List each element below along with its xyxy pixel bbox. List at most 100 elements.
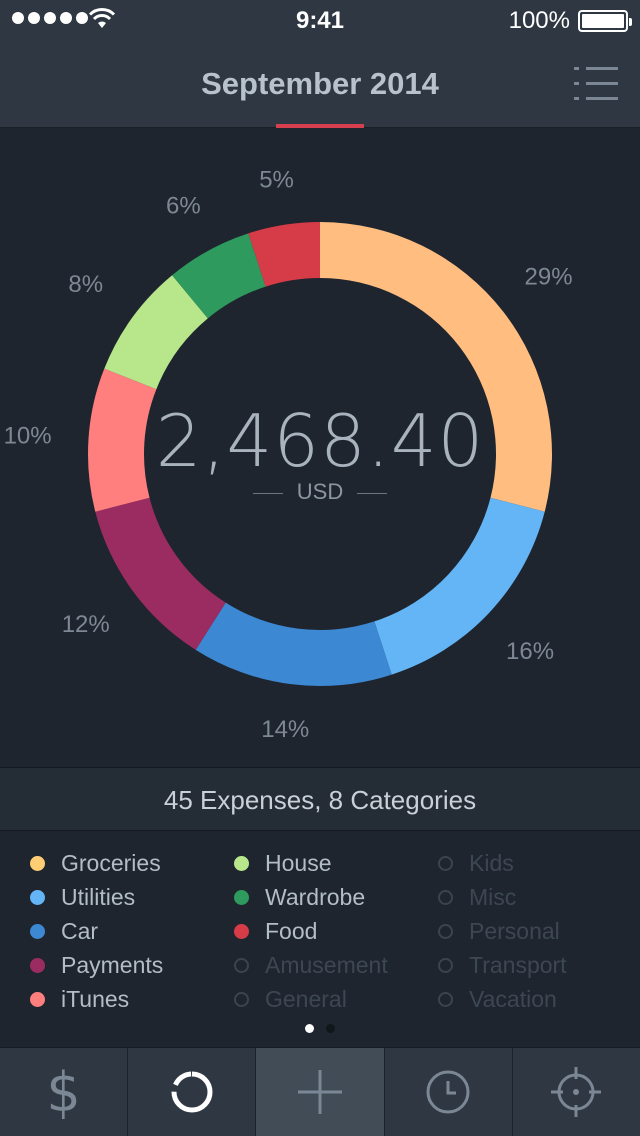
legend-dot-icon: [438, 889, 453, 905]
legend-dot-icon: [30, 923, 45, 939]
currency-label-row: USD: [0, 479, 640, 505]
legend-dot-icon: [438, 923, 453, 939]
percent-label: 8%: [68, 271, 103, 298]
legend-item-amusement[interactable]: Amusement: [234, 948, 388, 982]
legend-dot-icon: [30, 889, 45, 905]
legend-item-wardrobe[interactable]: Wardrobe: [234, 880, 388, 914]
menu-list-row: [574, 82, 618, 85]
tab-expenses[interactable]: $: [0, 1048, 129, 1136]
percent-label: 6%: [166, 192, 201, 219]
legend-item-car[interactable]: Car: [30, 914, 163, 948]
legend-dot-icon: [234, 957, 249, 973]
expense-summary: 45 Expenses, 8 Categories: [0, 767, 640, 831]
legend-label: Vacation: [469, 985, 557, 1012]
legend-dot-icon: [30, 991, 45, 1007]
legend-dot-icon: [234, 991, 249, 1007]
legend-item-payments[interactable]: Payments: [30, 948, 163, 982]
legend-label: Utilities: [61, 883, 136, 910]
legend-label: General: [265, 985, 347, 1012]
legend-label: iTunes: [61, 985, 130, 1012]
dollar-icon: $: [46, 1060, 81, 1124]
status-bar: 9:41 100%: [0, 0, 640, 40]
menu-list-icon: [574, 67, 618, 70]
legend-label: Wardrobe: [265, 883, 366, 910]
tab-location[interactable]: [513, 1048, 640, 1136]
tab-add-expense[interactable]: [256, 1048, 385, 1136]
plus-icon: [298, 1070, 342, 1114]
donut-chart[interactable]: 29% 16% 14% 12% 10% 8% 6% 5%: [0, 129, 640, 767]
legend-item-personal[interactable]: Personal: [438, 914, 567, 948]
legend-dot-icon: [438, 957, 453, 973]
legend-label: House: [265, 849, 332, 876]
legend-label: Transport: [469, 951, 567, 978]
donut-chart-area: 29% 16% 14% 12% 10% 8% 6% 5% 2,468.40 USD: [0, 129, 640, 767]
legend-label: Food: [265, 917, 318, 944]
slice-car[interactable]: [195, 602, 392, 686]
page-dot[interactable]: [305, 1024, 314, 1033]
legend-label: Groceries: [61, 849, 161, 876]
category-legend: Groceries Utilities Car Payments iTunes Hous…: [0, 846, 640, 1016]
percent-label: 5%: [259, 167, 294, 194]
menu-list-row: [574, 97, 618, 100]
legend-item-food[interactable]: Food: [234, 914, 388, 948]
tab-history[interactable]: [385, 1048, 513, 1136]
divider: [252, 492, 283, 494]
page-title[interactable]: September 2014: [201, 66, 439, 101]
legend-column: Kids Misc Personal Transport Vacation: [438, 846, 567, 1016]
legend-label: Car: [61, 917, 99, 944]
legend-item-kids[interactable]: Kids: [438, 846, 567, 880]
legend-item-itunes[interactable]: iTunes: [30, 982, 163, 1016]
tab-bar: $: [0, 1047, 640, 1136]
legend-dot-icon: [30, 957, 45, 973]
legend-item-transport[interactable]: Transport: [438, 948, 567, 982]
crosshair-icon: [551, 1067, 602, 1117]
percent-label: 12%: [62, 611, 110, 638]
slice-utilities[interactable]: [374, 497, 545, 675]
slice-payments[interactable]: [95, 497, 226, 650]
legend-dot-icon: [438, 991, 453, 1007]
legend-item-house[interactable]: House: [234, 846, 388, 880]
legend-dot-icon: [438, 855, 453, 871]
page-dot[interactable]: [326, 1024, 335, 1033]
legend-dot-icon: [234, 923, 249, 939]
wifi-icon: [88, 8, 116, 28]
tab-chart[interactable]: [128, 1048, 257, 1136]
header: September 2014: [0, 40, 640, 128]
percent-label: 16%: [506, 638, 554, 665]
legend-dot-icon: [234, 889, 249, 905]
legend-column: Groceries Utilities Car Payments iTunes: [30, 846, 163, 1016]
currency-label: USD: [296, 479, 344, 504]
legend-item-groceries[interactable]: Groceries: [30, 846, 163, 880]
legend-column: House Wardrobe Food Amusement General: [234, 846, 388, 1016]
percent-label: 29%: [525, 264, 573, 291]
total-amount: 2,468.40: [155, 399, 485, 483]
legend-label: Amusement: [265, 951, 388, 978]
legend-label: Personal: [469, 917, 560, 944]
legend-dot-icon: [30, 855, 45, 871]
slice-wardrobe[interactable]: [172, 233, 266, 319]
legend-item-general[interactable]: General: [234, 982, 388, 1016]
legend-label: Payments: [61, 951, 164, 978]
legend-label: Kids: [469, 849, 514, 876]
title-underline: [276, 124, 364, 128]
signal-strength-icon: [12, 12, 88, 24]
slice-food[interactable]: [248, 222, 320, 287]
legend-item-misc[interactable]: Misc: [438, 880, 567, 914]
percent-label: 10%: [4, 423, 52, 450]
clock-icon: [426, 1070, 470, 1114]
status-time: 9:41: [295, 7, 345, 34]
divider: [357, 492, 388, 494]
legend-item-vacation[interactable]: Vacation: [438, 982, 567, 1016]
battery-icon: [578, 10, 632, 32]
page-indicator[interactable]: [0, 1024, 640, 1033]
slice-groceries[interactable]: [320, 222, 552, 512]
legend-dot-icon: [234, 855, 249, 871]
legend-label: Misc: [469, 883, 517, 910]
donut-chart-icon: [171, 1071, 213, 1113]
slice-itunes[interactable]: [88, 368, 157, 512]
battery-percent: 100%: [508, 7, 570, 34]
percent-label: 14%: [261, 716, 309, 743]
menu-button[interactable]: [574, 67, 618, 101]
slice-house[interactable]: [104, 275, 208, 390]
legend-item-utilities[interactable]: Utilities: [30, 880, 163, 914]
